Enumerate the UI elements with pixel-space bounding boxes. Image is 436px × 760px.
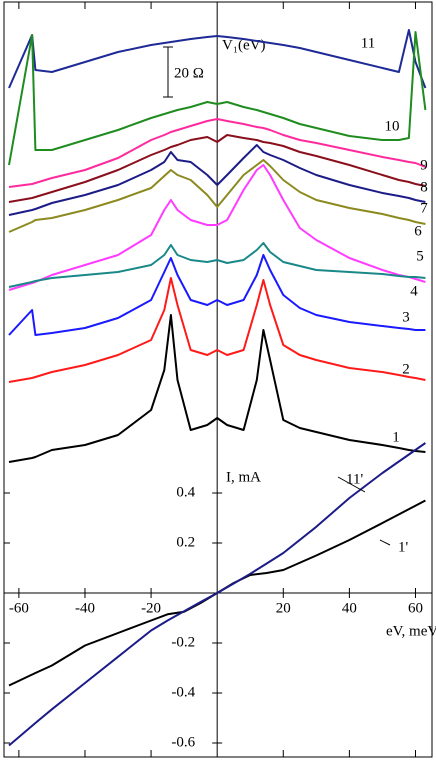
data-line <box>8 134 426 203</box>
data-line <box>8 29 427 89</box>
annotation: 20 Ω <box>174 65 204 81</box>
curve-label: 1' <box>398 539 409 555</box>
leader-line <box>337 476 366 493</box>
data-line <box>8 314 426 463</box>
y-tick-label: 0.4 <box>176 484 195 500</box>
x-tick-label: 20 <box>276 600 291 616</box>
x-axis-label: eV, meV <box>386 623 436 639</box>
data-line <box>8 144 426 216</box>
y-tick-label: -0.4 <box>171 684 195 700</box>
data-line <box>8 242 426 288</box>
plot-frame <box>3 1 433 758</box>
y-tick-label: 0.2 <box>176 534 195 550</box>
y-tick-label: -0.6 <box>171 734 195 750</box>
curve-label: 8 <box>420 179 428 195</box>
x-tick-label: -20 <box>141 600 161 616</box>
curve-label: 5 <box>416 248 424 264</box>
curve-label: 6 <box>414 223 422 239</box>
curve-label: 9 <box>420 157 428 173</box>
y-axis-label: I, mA <box>226 469 261 485</box>
x-tick-label: 40 <box>342 600 357 616</box>
data-line <box>8 254 426 336</box>
data-line <box>8 31 427 166</box>
curve-label: 1 <box>392 429 400 445</box>
curve-label: 11' <box>346 471 363 487</box>
curve-label: 7 <box>420 200 428 216</box>
x-tick-label: -40 <box>75 600 95 616</box>
data-line <box>8 164 426 291</box>
data-line <box>8 118 426 188</box>
data-line <box>8 277 426 383</box>
curve-label: 10 <box>385 118 400 134</box>
x-tick-label: 60 <box>408 600 423 616</box>
curve-label: 11 <box>361 35 375 51</box>
data-line <box>8 159 426 233</box>
y-tick-label: -0.2 <box>171 634 195 650</box>
curve-label: 3 <box>402 309 410 325</box>
curve-label: 2 <box>402 361 410 377</box>
leader-line <box>379 539 391 546</box>
x-tick-label: -60 <box>9 600 29 616</box>
curve-label: 4 <box>410 283 418 299</box>
data-line <box>8 442 426 747</box>
